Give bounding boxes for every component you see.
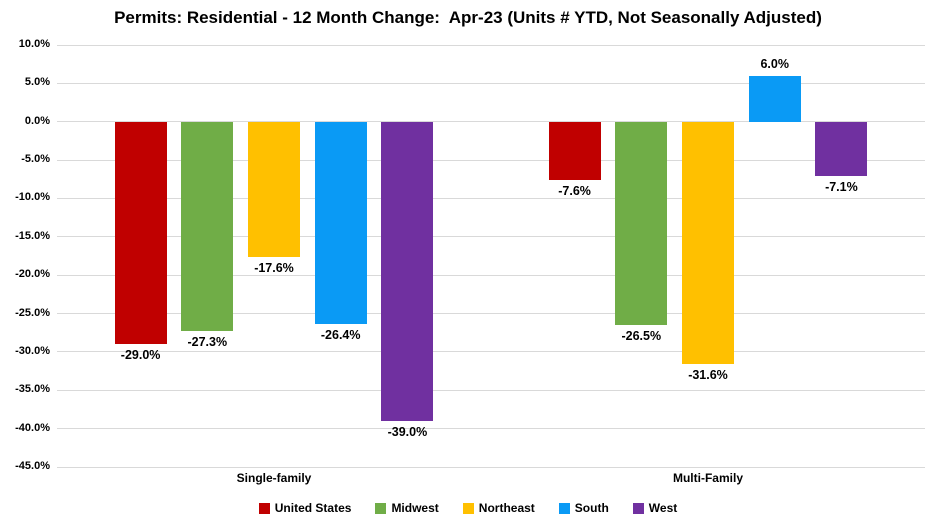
category-label: Multi-Family [672, 471, 743, 485]
legend-item-northeast: Northeast [462, 501, 535, 515]
y-axis-tick-label: -20.0% [15, 268, 50, 281]
chart-legend: United States Midwest Northeast South West [0, 501, 936, 515]
chart-title: Permits: Residential - 12 Month Change: … [114, 8, 822, 27]
y-axis-tick-label: -15.0% [15, 229, 50, 242]
gridline [57, 466, 925, 468]
bar-value-label: -17.6% [254, 260, 294, 275]
bar-west [381, 121, 434, 421]
bar-value-label: -7.1% [825, 180, 858, 195]
legend-item-midwest: Midwest [375, 501, 439, 515]
y-axis-tick-label: -25.0% [15, 306, 50, 319]
bar-value-label: -29.0% [120, 348, 161, 363]
y-axis-tick-label: -35.0% [15, 383, 50, 396]
bar-northeast [248, 121, 300, 257]
gridline [57, 82, 925, 84]
bar-midwest [615, 121, 668, 326]
legend-swatch [632, 502, 644, 514]
gridline [57, 121, 925, 123]
gridline [57, 313, 925, 315]
category-label: Single-family [236, 471, 312, 485]
y-axis-tick-label: 10.0% [18, 38, 50, 50]
y-axis-tick-label: 0.0% [24, 114, 50, 127]
legend-swatch [558, 502, 570, 514]
bar-value-label: -27.3% [187, 335, 228, 350]
legend-item-west: West [632, 501, 678, 515]
gridline [57, 351, 925, 353]
gridline [57, 159, 925, 161]
bar-value-label: -31.6% [688, 368, 728, 383]
legend-item-united-states: United States [258, 501, 352, 515]
y-axis-tick-label: -10.0% [15, 191, 50, 204]
legend-swatch [375, 502, 387, 514]
bar-value-label: -26.4% [320, 328, 361, 343]
bar-united-states [548, 121, 601, 181]
bar-value-label: 6.0% [760, 56, 789, 71]
y-axis-tick-label: -30.0% [15, 344, 50, 357]
bar-value-label: -7.6% [558, 184, 591, 199]
legend-swatch [258, 502, 270, 514]
bar-northeast [682, 121, 734, 365]
legend-item-south: South [558, 501, 609, 515]
bar-south [748, 75, 801, 122]
bar-south [314, 121, 367, 325]
legend-label: United States [274, 501, 352, 515]
y-axis-tick-label: -5.0% [21, 153, 50, 166]
bar-value-label: -26.5% [621, 329, 662, 344]
bar-united-states [114, 121, 167, 345]
gridline [57, 44, 925, 46]
legend-label: Northeast [478, 501, 535, 515]
legend-label: West [648, 501, 678, 515]
legend-swatch [462, 502, 474, 514]
gridline [57, 274, 925, 276]
gridline [57, 428, 925, 430]
legend-label: Midwest [391, 501, 439, 515]
legend-label: South [574, 501, 609, 515]
bar-value-label: -39.0% [387, 424, 428, 439]
gridline [57, 236, 925, 238]
y-axis-tick-label: 5.0% [24, 76, 50, 89]
gridline [57, 197, 925, 199]
y-axis-tick-label: -40.0% [15, 421, 50, 434]
bar-west [815, 121, 868, 177]
gridline [57, 389, 925, 391]
bar-midwest [181, 121, 234, 332]
y-axis-tick-label: -45.0% [15, 460, 50, 472]
